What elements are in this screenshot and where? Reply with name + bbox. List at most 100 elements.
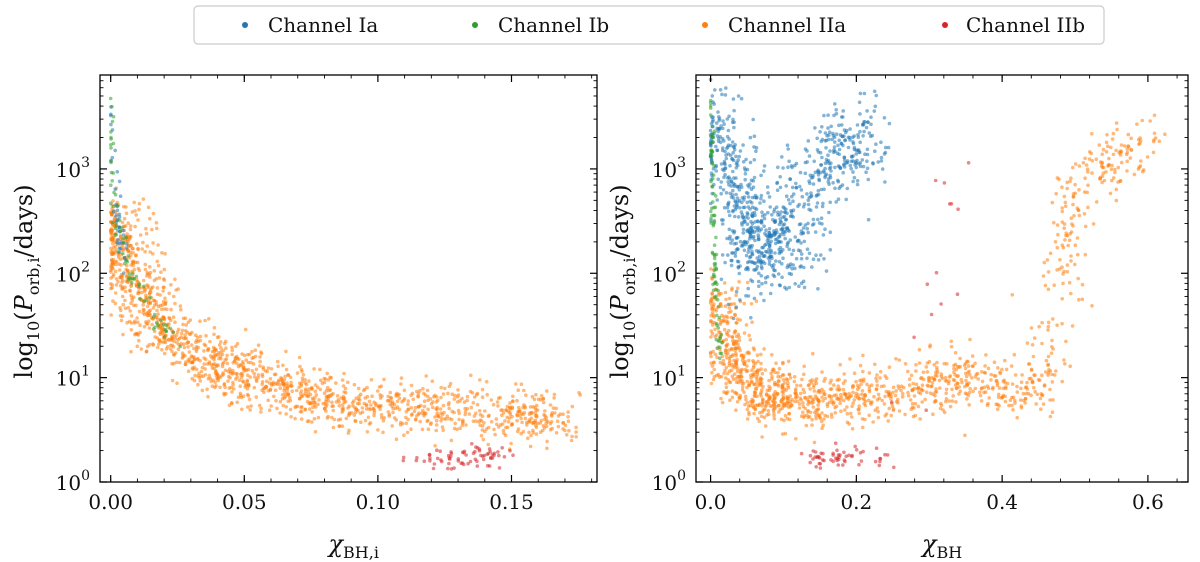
scatter-point: [828, 173, 832, 178]
scatter-point: [722, 159, 727, 164]
y-tick-label: 100: [652, 468, 686, 495]
scatter-point: [794, 437, 798, 441]
scatter-point: [760, 388, 764, 392]
scatter-point: [744, 157, 748, 162]
scatter-point: [965, 359, 969, 364]
scatter-point: [942, 181, 947, 185]
scatter-point: [1048, 414, 1053, 419]
scatter-point: [736, 380, 741, 385]
scatter-point: [954, 367, 959, 372]
scatter-point: [468, 389, 473, 394]
scatter-point: [534, 408, 538, 412]
scatter-point: [1063, 200, 1068, 205]
scatter-point: [770, 213, 774, 217]
scatter-point: [379, 384, 384, 389]
scatter-point: [772, 401, 776, 405]
scatter-point: [712, 360, 716, 365]
scatter-point: [797, 402, 802, 406]
scatter-point: [340, 403, 345, 407]
scatter-point: [533, 418, 538, 423]
scatter-point: [1073, 162, 1078, 166]
scatter-point: [425, 419, 430, 424]
scatter-point: [343, 399, 348, 404]
scatter-point: [794, 181, 798, 186]
scatter-point: [1129, 147, 1133, 152]
scatter-point: [111, 220, 115, 225]
scatter-point: [498, 423, 503, 427]
scatter-point: [442, 410, 446, 415]
scatter-point: [781, 393, 785, 397]
scatter-point: [473, 449, 477, 454]
scatter-point: [982, 385, 987, 390]
scatter-point: [307, 379, 311, 383]
scatter-point: [762, 199, 766, 203]
scatter-point: [858, 363, 863, 368]
scatter-point: [240, 352, 244, 356]
scatter-point: [109, 130, 113, 134]
scatter-point: [130, 261, 135, 266]
scatter-point: [743, 402, 747, 407]
scatter-point: [820, 137, 825, 142]
scatter-point: [435, 411, 440, 415]
scatter-point: [128, 243, 133, 248]
scatter-point: [1128, 156, 1133, 160]
scatter-point: [729, 241, 733, 245]
scatter-point: [740, 223, 744, 227]
scatter-point: [1043, 283, 1048, 288]
scatter-point: [797, 222, 802, 227]
scatter-point: [175, 330, 180, 334]
scatter-point: [290, 389, 295, 394]
scatter-point: [762, 169, 766, 173]
scatter-point: [863, 417, 867, 422]
scatter-point: [840, 134, 844, 139]
scatter-point: [735, 400, 740, 404]
scatter-point: [874, 387, 879, 392]
scatter-point: [1098, 176, 1102, 181]
scatter-point: [137, 309, 142, 314]
x-tick-label: 0.2: [840, 490, 872, 514]
scatter-point: [111, 209, 116, 214]
scatter-point: [755, 370, 760, 375]
scatter-point: [720, 136, 725, 141]
scatter-point: [752, 393, 757, 398]
scatter-point: [1063, 362, 1067, 366]
scatter-point: [272, 394, 276, 399]
scatter-point: [511, 394, 515, 399]
scatter-point: [773, 395, 777, 400]
scatter-point: [148, 313, 152, 317]
scatter-point: [722, 281, 727, 285]
scatter-point: [736, 235, 740, 240]
scatter-point: [234, 356, 238, 360]
scatter-point: [780, 432, 785, 436]
scatter-point: [854, 379, 858, 384]
scatter-point: [781, 205, 785, 209]
scatter-point: [829, 458, 833, 462]
scatter-point: [935, 360, 939, 365]
scatter-point: [806, 198, 811, 202]
scatter-point: [814, 414, 818, 418]
scatter-point: [770, 369, 775, 373]
scatter-point: [207, 373, 212, 378]
scatter-point: [822, 392, 826, 397]
scatter-point: [756, 384, 760, 388]
scatter-point: [822, 187, 826, 192]
scatter-point: [878, 459, 882, 464]
scatter-point: [128, 224, 133, 228]
scatter-point: [819, 419, 824, 424]
scatter-point: [551, 406, 556, 410]
scatter-point: [826, 113, 830, 117]
scatter-point: [352, 382, 357, 387]
scatter-point: [708, 104, 713, 108]
scatter-point: [452, 426, 457, 431]
scatter-point: [1024, 391, 1029, 396]
scatter-point: [127, 237, 132, 241]
scatter-point: [289, 380, 293, 385]
scatter-point: [759, 196, 763, 201]
scatter-point: [1066, 243, 1070, 248]
scatter-point: [921, 370, 926, 375]
scatter-point: [737, 377, 742, 382]
scatter-point: [497, 466, 502, 470]
scatter-point: [247, 384, 251, 388]
left-x-axis-label: χBH,i: [327, 530, 379, 562]
scatter-point: [856, 407, 861, 412]
